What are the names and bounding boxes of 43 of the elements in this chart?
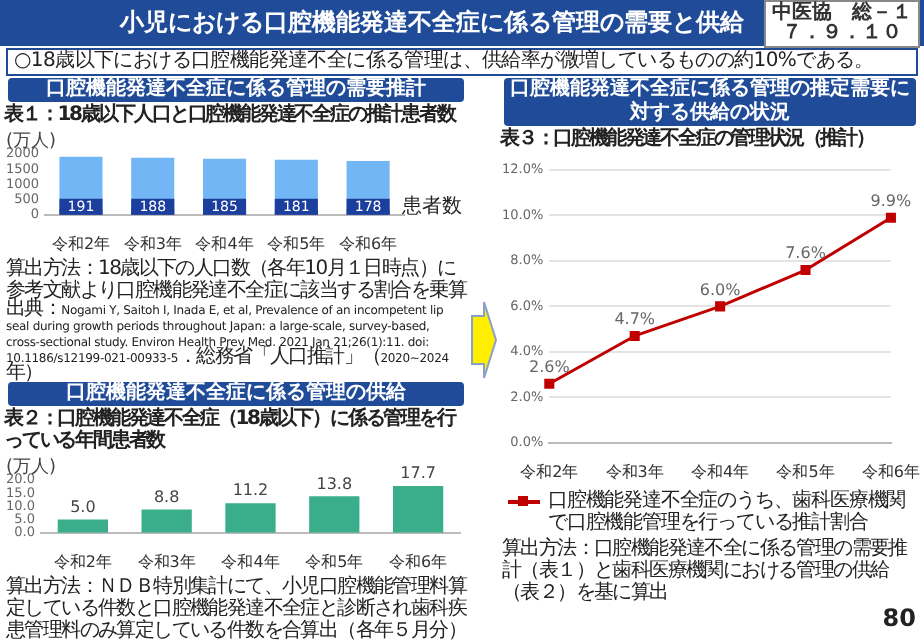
text: 算出方法：18歳以下の人口数（各年10月１日時点）に参考文献より口腔機能発達不全症に該当する割合を乗算 [6, 258, 467, 302]
y-axis-title: (万人) [6, 130, 57, 152]
legend-label: 口腔機能発達不全症のうち、歯科医療機関で口腔機能管理を行っている推計割合 [548, 490, 908, 534]
x-tick-label: 令和6年 [389, 552, 448, 571]
text: 中医協 総－１ [772, 1, 912, 23]
x-tick-label: 令和2年 [51, 234, 111, 253]
data-label: 11.2 [232, 481, 269, 500]
text: 算出方法：口腔機能発達不全に係る管理の需要推計（表１）と歯科医療機関における管理の供給（表２）を基に算出 [502, 538, 907, 604]
chart-subtitle: 表３：口腔機能発達不全症の管理状況（推計） [500, 128, 876, 150]
x-tick-label: 令和4年 [221, 552, 280, 571]
data-label: 6.0% [699, 280, 742, 299]
text: 小児における口腔機能発達不全症に係る管理の需要と供給 [120, 6, 744, 40]
y-axis-title: (万人) [6, 456, 57, 478]
x-tick-label: 令和3年 [605, 462, 664, 481]
text: ７．９．１０ [782, 21, 904, 43]
data-label: 5.0 [70, 497, 96, 516]
x-tick-label: 令和6年 [861, 462, 920, 481]
legend-label: 患者数 [399, 193, 462, 218]
chart-subtitle: 表１：18歳以下人口と口腔機能発達不全症の推計患者数 [4, 104, 458, 126]
x-tick-label: 令和5年 [267, 234, 326, 253]
data-label: 17.7 [400, 464, 436, 483]
chart-title: 口腔機能発達不全症に係る管理の推定需要に対する供給の状況 [504, 78, 916, 126]
x-tick-label: 令和4年 [691, 462, 750, 481]
x-tick-label: 令和5年 [305, 552, 364, 571]
data-label: 2.6% [528, 357, 571, 376]
data-label: 9.9% [870, 191, 913, 210]
data-label: 4.7% [614, 310, 656, 329]
data-label: 13.8 [316, 474, 353, 493]
x-tick-label: 令和4年 [195, 234, 254, 253]
chart-title: 口腔機能発達不全症に係る管理の供給 [8, 382, 464, 406]
data-label: 8.8 [153, 487, 180, 506]
data-label: 7.6% [785, 244, 827, 263]
x-tick-label: 令和3年 [123, 234, 182, 253]
text: 80 [880, 604, 916, 632]
text: 算出方法：ＮＤＢ特別集計にて、小児口腔機能管理料算定している件数と口腔機能発達不全症と診断され歯科疾患管理料のみ算定している件数を合算出（各年５月分） [6, 576, 467, 640]
x-tick-label: 令和3年 [137, 552, 196, 571]
x-tick-label: 令和6年 [339, 234, 398, 253]
chart-subtitle: 表２：口腔機能発達不全症（18歳以下）に係る管理を行っている年間患者数 [4, 408, 458, 452]
chart-title: 口腔機能発達不全症に係る管理の需要推計 [8, 78, 464, 102]
text: ○18歳以下における口腔機能発達不全に係る管理は、供給率が微増しているものの約10%である。 [6, 48, 918, 76]
x-tick-label: 令和2年 [520, 462, 579, 481]
x-tick-label: 令和2年 [53, 552, 112, 571]
x-tick-label: 令和5年 [776, 462, 835, 481]
